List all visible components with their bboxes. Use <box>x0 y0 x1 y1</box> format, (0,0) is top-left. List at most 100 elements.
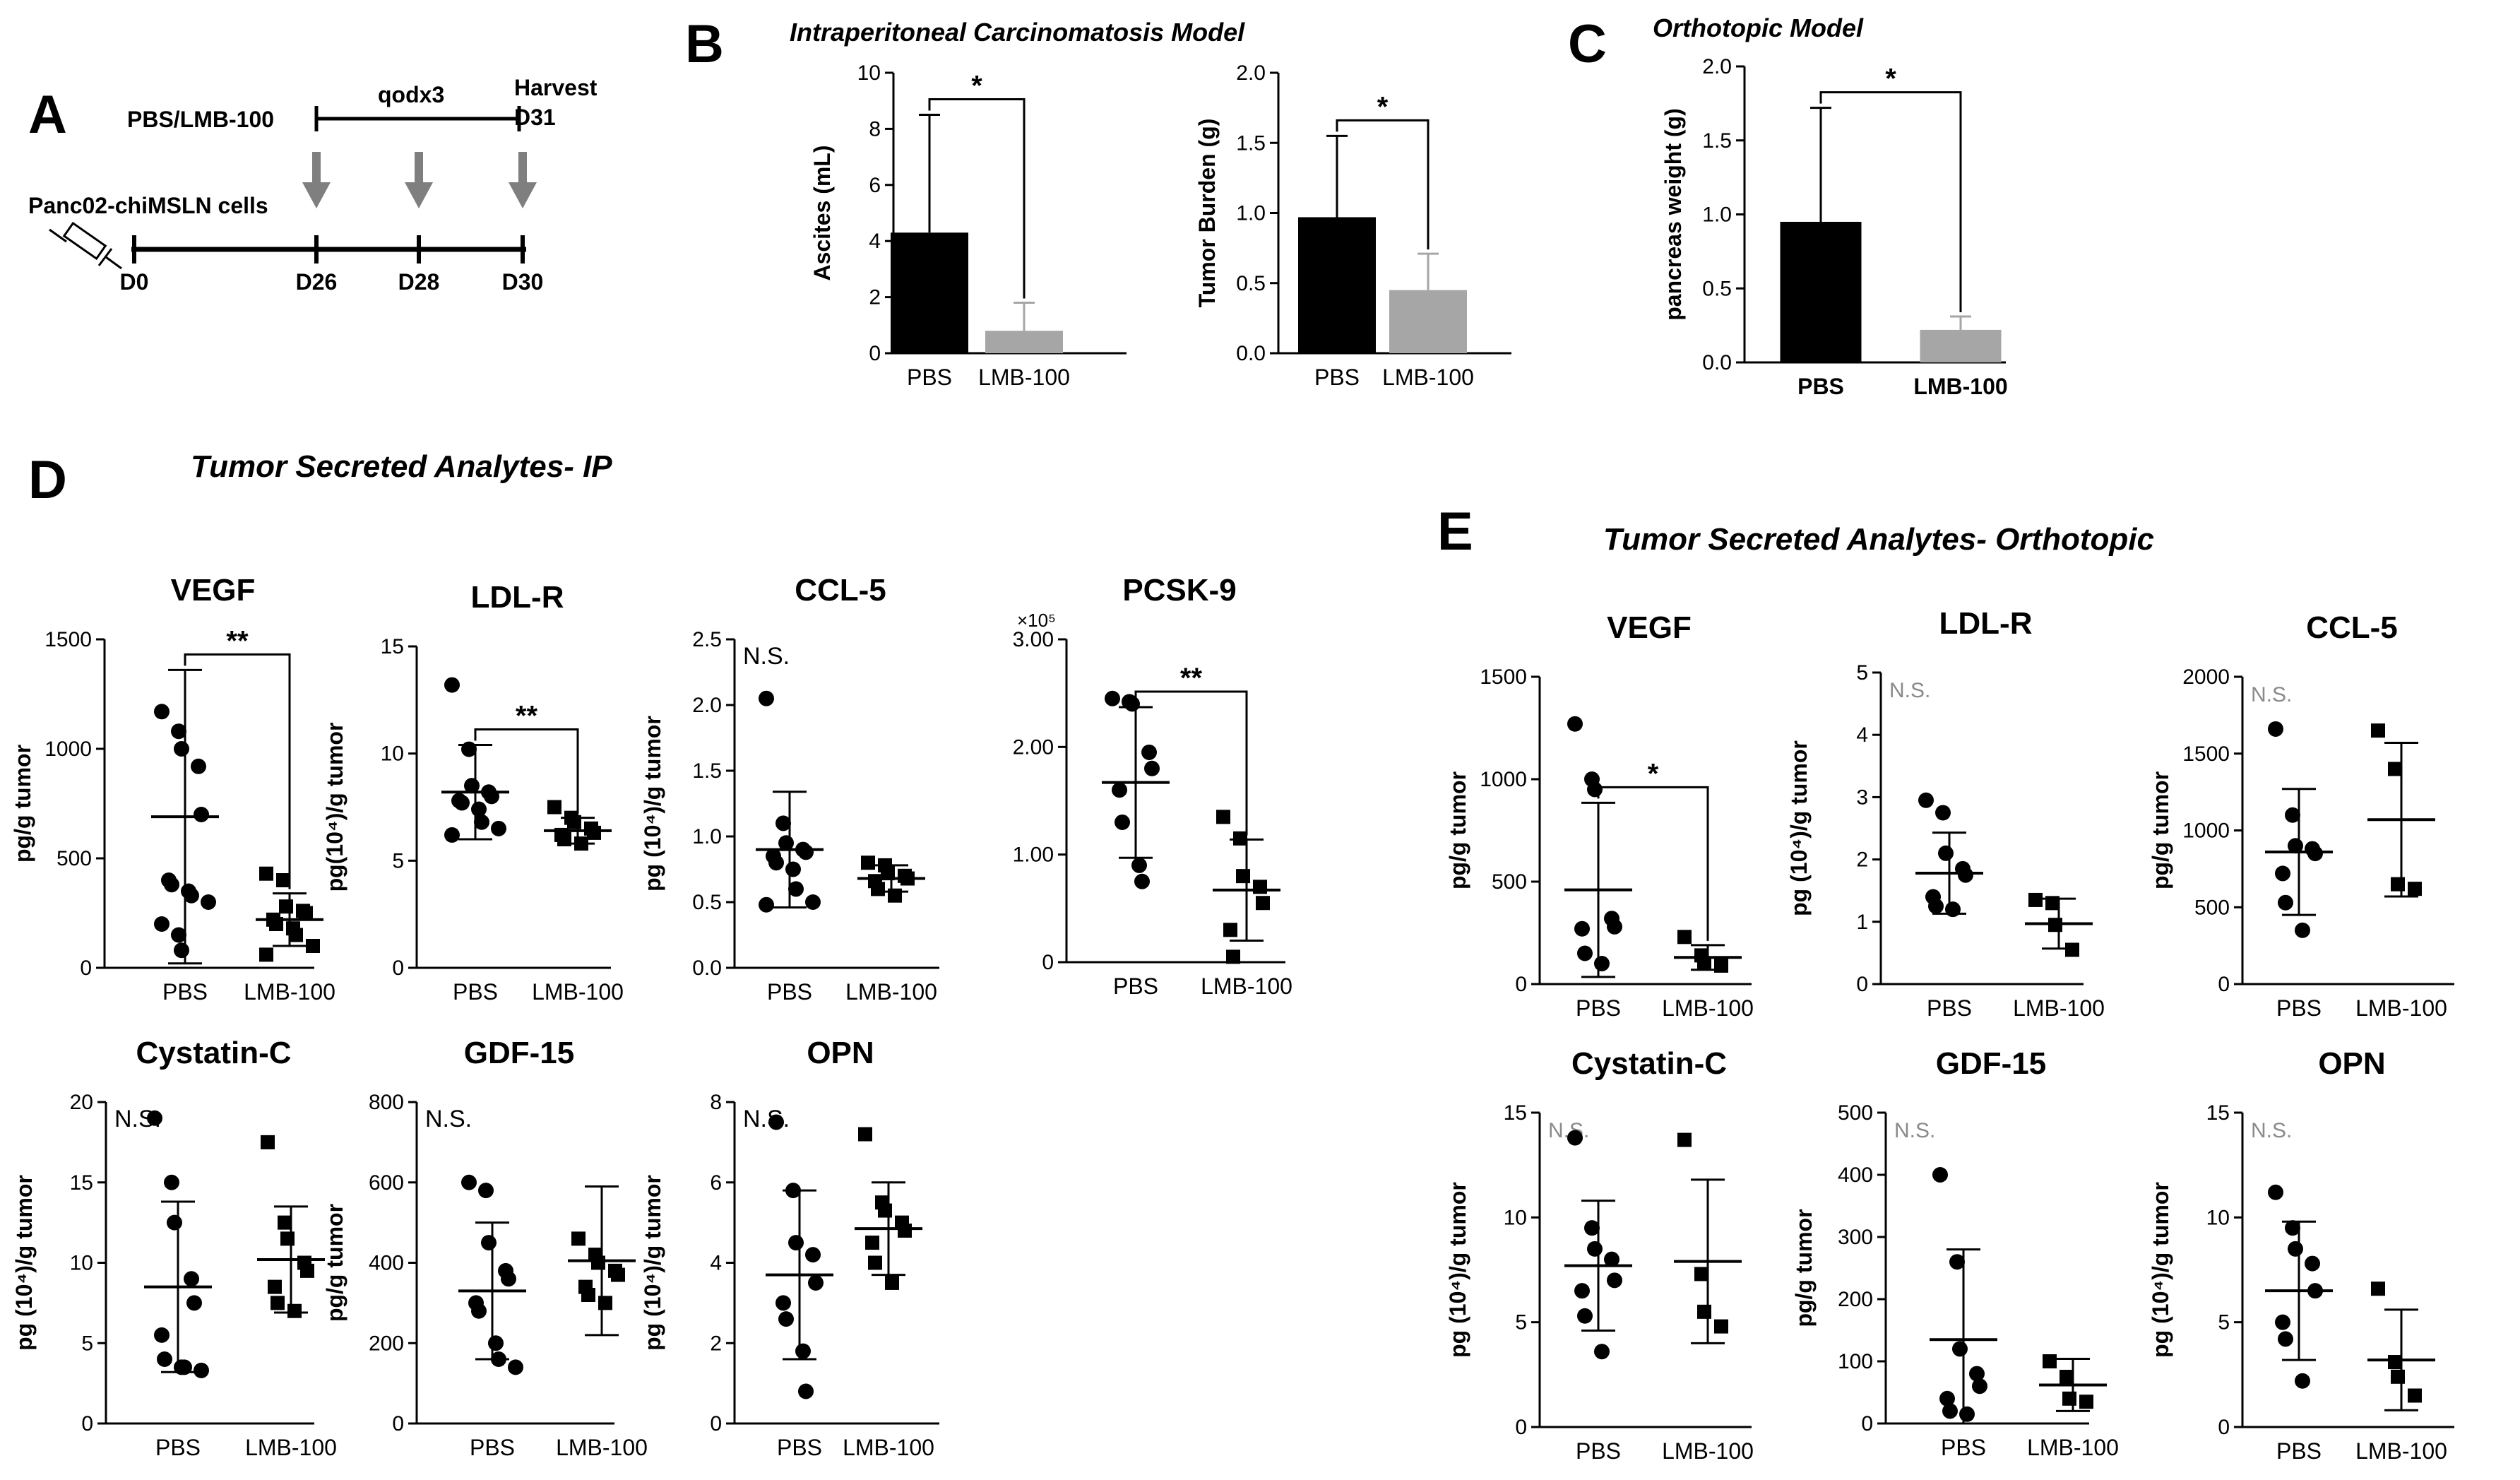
data-point <box>154 916 170 932</box>
y-tick-label: 1000 <box>1480 768 1527 791</box>
data-point <box>461 1174 477 1190</box>
series-lmb-100 <box>568 1185 636 1337</box>
y-axis-label: pg/g tumor <box>1445 771 1470 889</box>
panel-letter-e: E <box>1437 502 1473 562</box>
data-point <box>147 1110 162 1126</box>
y-tick-label: 0.5 <box>1236 272 1266 295</box>
data-point <box>186 1295 202 1311</box>
x-category-label: LMB-100 <box>978 365 1070 390</box>
y-axis-label: pancreas weight (g) <box>1660 108 1686 321</box>
y-tick-label: 8 <box>869 117 881 141</box>
dose-arrow-d28 <box>405 152 433 208</box>
significance-bracket <box>1336 119 1430 250</box>
bar <box>1389 290 1467 353</box>
significance-bracket <box>928 98 1026 299</box>
y-tick-label: 20 <box>70 1091 93 1114</box>
y-tick-label: 2.0 <box>692 694 722 717</box>
data-point <box>798 1383 814 1399</box>
chart-b2: 0.0 0.5 1.0 1.5 2.0 Tumor Burden (g) PBS LMB-10… <box>1194 61 1511 390</box>
data-point <box>1677 1132 1692 1147</box>
data-point <box>2307 846 2323 862</box>
bar <box>1920 329 2002 362</box>
chart-e-cystatinc: 0 5 10 15 pg (10⁴)/g tumor Cystatin-C PBS LMB-1… <box>1445 1046 1754 1464</box>
data-point <box>1604 1251 1619 1267</box>
data-point <box>174 942 189 959</box>
y-tick-label: 2.0 <box>1236 61 1266 85</box>
y-axis-label: pg (10⁴)/g tumor <box>2148 1182 2173 1358</box>
y-tick-label: 15 <box>1504 1101 1527 1125</box>
y-tick-label: 500 <box>1492 870 1527 894</box>
data-point <box>289 928 303 942</box>
data-point <box>1587 1241 1603 1257</box>
data-point <box>1233 831 1247 846</box>
data-point <box>1594 1344 1610 1360</box>
data-point <box>2079 1395 2093 1409</box>
data-point <box>471 801 487 817</box>
series-lmb-100 <box>857 856 925 903</box>
data-point <box>491 820 506 836</box>
x-category-label: PBS <box>1314 365 1360 390</box>
x-category-label: LMB-100 <box>2355 995 2447 1021</box>
series-pbs <box>458 1174 526 1375</box>
data-point <box>481 1235 497 1251</box>
y-tick-label: 10 <box>381 742 404 766</box>
data-point <box>591 1255 605 1270</box>
x-category-label: LMB-100 <box>843 1435 934 1460</box>
ns-annotation: N.S. <box>1889 679 1930 702</box>
y-tick-label: 0.5 <box>1702 277 1732 300</box>
y-tick-label: 2 <box>1856 848 1868 872</box>
data-point <box>1115 814 1130 830</box>
significance-marker: ** <box>1180 663 1203 694</box>
data-point <box>547 800 561 815</box>
y-tick-label: 600 <box>369 1171 404 1195</box>
y-tick-label: 15 <box>2206 1101 2230 1125</box>
y-tick-label: 10 <box>70 1252 93 1275</box>
data-point <box>2388 762 2402 776</box>
y-tick-label: 1.00 <box>1013 843 1054 867</box>
data-point <box>788 881 804 897</box>
x-category-label: PBS <box>1576 1438 1621 1464</box>
data-point <box>2285 1220 2300 1236</box>
data-point <box>488 1335 504 1351</box>
y-tick-label: 0 <box>1042 951 1054 974</box>
ns-annotation: N.S. <box>1894 1119 1935 1142</box>
significance-marker: ** <box>226 625 249 656</box>
x-category-label: PBS <box>777 1435 822 1460</box>
y-tick-label: 6 <box>710 1171 722 1195</box>
y-tick-label: 200 <box>1838 1288 1873 1311</box>
day-label-d28: D28 <box>398 269 440 295</box>
data-point <box>871 882 885 896</box>
y-tick-label: 10 <box>857 61 881 85</box>
data-point <box>1574 920 1590 937</box>
data-point <box>2391 877 2405 892</box>
data-point <box>1112 782 1127 798</box>
data-point <box>2408 1388 2422 1403</box>
significance-bracket <box>1134 690 1248 836</box>
x-category-label: LMB-100 <box>1662 1438 1754 1464</box>
data-point <box>1969 1366 1985 1382</box>
data-point <box>1932 1167 1948 1183</box>
y-tick-label: 500 <box>57 847 92 870</box>
panel-c-title: Orthotopic Model <box>1653 13 1864 42</box>
series-lmb-100 <box>1674 930 1742 973</box>
data-point <box>805 1247 821 1263</box>
data-point <box>598 1296 612 1310</box>
y-tick-label: 800 <box>369 1091 404 1114</box>
series-lmb-100 <box>257 1135 325 1318</box>
y-tick-label: 5 <box>2218 1311 2230 1334</box>
harvest-day: D31 <box>514 105 556 130</box>
significance-bracket <box>1819 91 1962 313</box>
data-point <box>611 1267 625 1282</box>
data-point <box>1256 896 1270 911</box>
data-point <box>1141 744 1157 760</box>
data-point <box>2288 1241 2303 1257</box>
y-axis-label: pg/g tumor <box>1791 1209 1817 1327</box>
x-category-label: PBS <box>767 979 812 1005</box>
data-point <box>474 814 489 830</box>
y-tick-label: 0 <box>869 342 881 365</box>
data-point <box>795 1343 811 1359</box>
data-point <box>157 1351 172 1367</box>
y-tick-label: 0.0 <box>1236 342 1266 365</box>
